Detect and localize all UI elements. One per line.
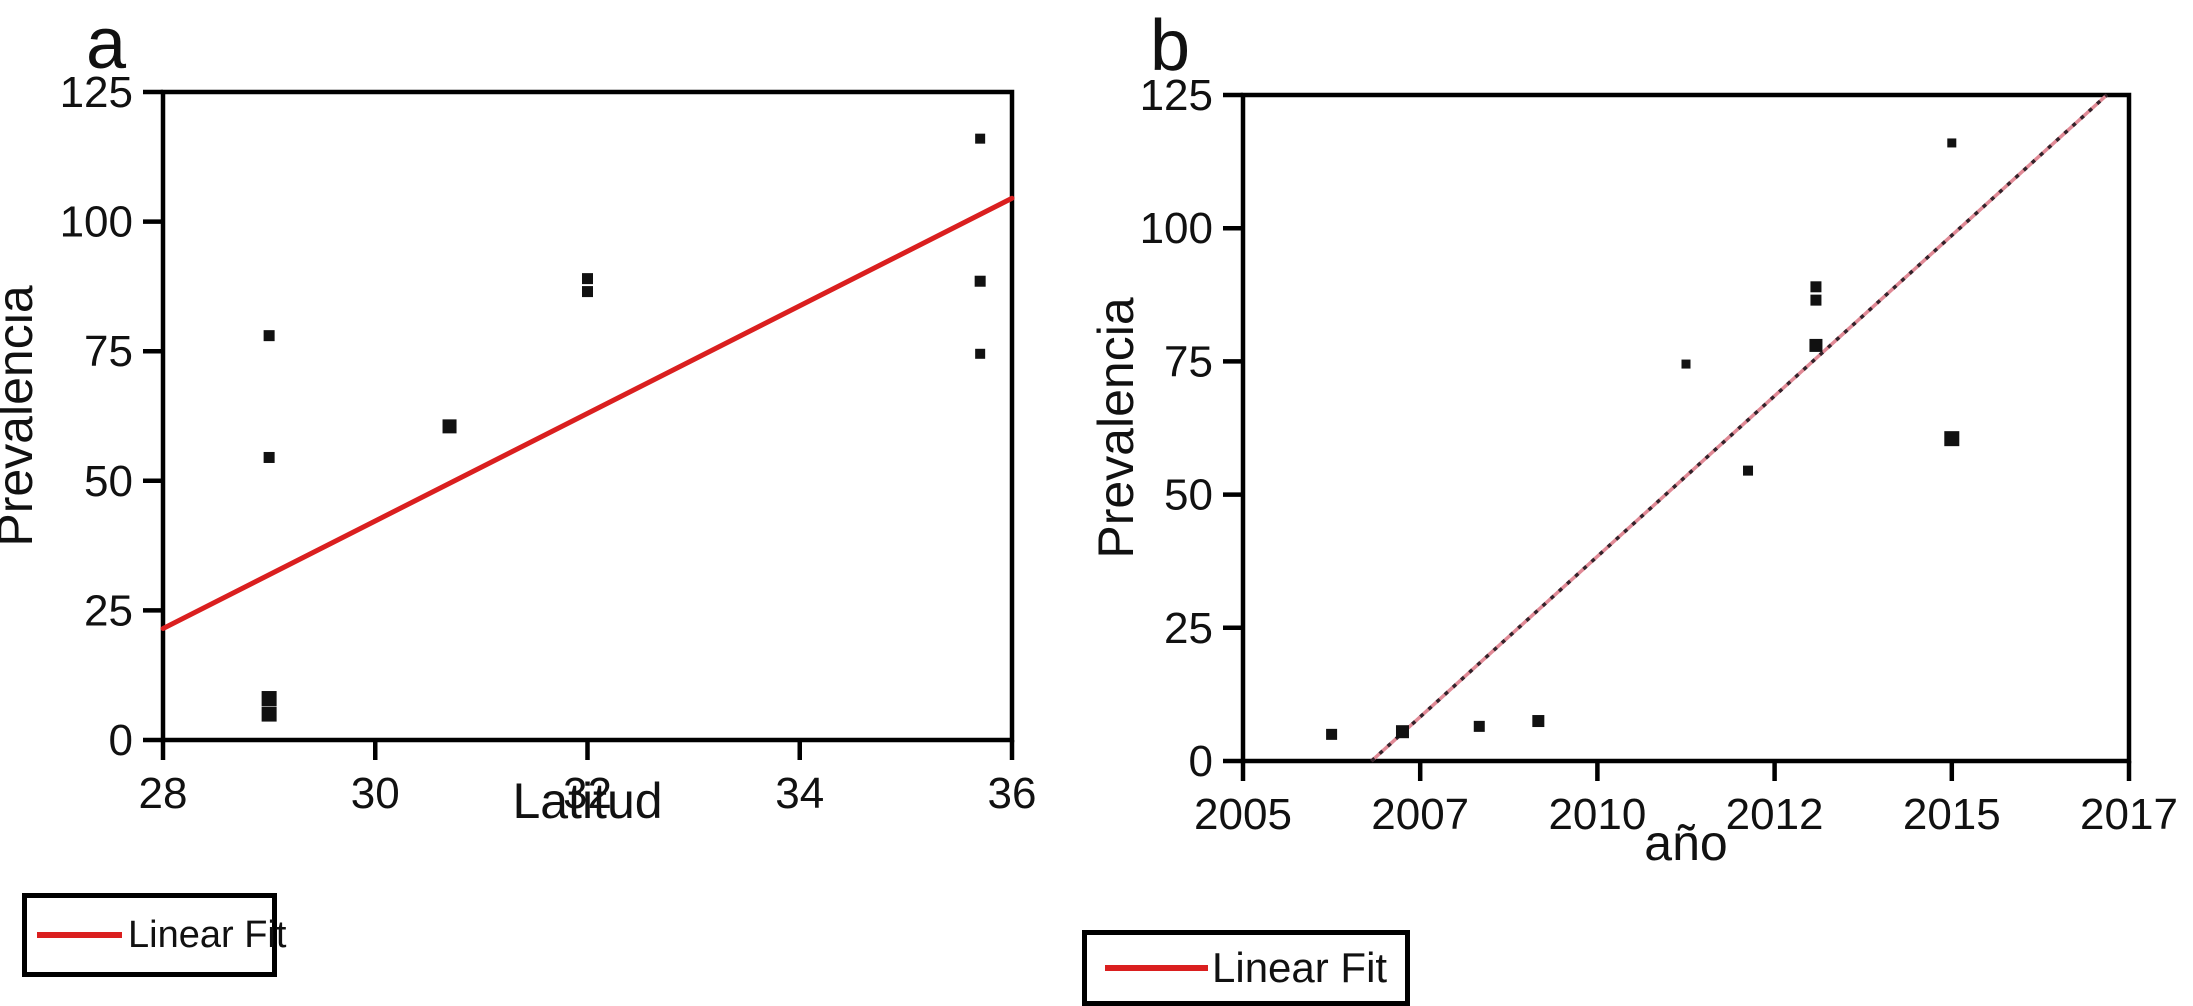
x-tick-label: 2012 <box>1726 790 1824 839</box>
data-point <box>582 286 593 298</box>
x-tick-label: 34 <box>775 769 824 818</box>
data-point <box>261 691 277 707</box>
y-tick-label: 100 <box>1140 204 1213 253</box>
data-point <box>1947 138 1957 148</box>
x-tick-label: 36 <box>988 769 1037 818</box>
data-point <box>974 275 986 287</box>
data-point <box>261 706 277 722</box>
data-point <box>1944 431 1960 447</box>
x-tick-label: 30 <box>351 769 400 818</box>
panel-a-label: a <box>86 4 127 84</box>
x-tick-label: 2005 <box>1194 790 1292 839</box>
linear-fit-line <box>160 195 1015 632</box>
data-point <box>1395 725 1409 739</box>
linear-fit-line <box>1370 93 2109 763</box>
y-axis-title: Prevalencia <box>1093 297 1144 558</box>
y-tick-label: 0 <box>109 716 133 765</box>
data-point <box>975 348 986 359</box>
data-point <box>1326 728 1338 740</box>
panel-b-label: b <box>1150 6 1191 86</box>
y-tick-label: 0 <box>1189 737 1213 786</box>
y-tick-label: 25 <box>1164 604 1213 653</box>
x-tick-label: 2017 <box>2080 790 2178 839</box>
data-point <box>1473 720 1485 732</box>
data-point <box>1681 359 1691 369</box>
data-point <box>1810 281 1822 293</box>
x-tick-label: 32 <box>563 769 612 818</box>
data-point <box>1743 465 1754 476</box>
legend-b: Linear Fit <box>1082 930 1410 1006</box>
legend-b-red-line-sample <box>1105 965 1208 971</box>
legend-a-red-line-sample <box>37 932 122 938</box>
data-point <box>442 419 457 434</box>
y-tick-label: 75 <box>84 327 133 376</box>
y-tick-label: 125 <box>1140 71 1213 120</box>
x-tick-label: 2007 <box>1371 790 1469 839</box>
data-point <box>263 330 275 342</box>
x-tick-label: 28 <box>139 769 188 818</box>
y-tick-label: 125 <box>60 68 133 117</box>
x-tick-label: 2015 <box>1903 790 2001 839</box>
x-tick-label: 2010 <box>1548 790 1646 839</box>
data-point <box>1532 715 1545 728</box>
y-tick-label: 100 <box>60 198 133 247</box>
data-point <box>975 133 986 144</box>
y-tick-label: 50 <box>1164 471 1213 520</box>
data-point <box>1809 338 1823 352</box>
panel-b-frame <box>1240 92 2132 764</box>
legend-a-label: Linear Fit <box>128 913 287 956</box>
legend-b-label: Linear Fit <box>1212 944 1388 991</box>
y-tick-label: 50 <box>84 457 133 506</box>
panel-a-plot: 0 25 50 75 100 125 28 30 32 34 36 Latitud Prevalenci… <box>0 68 1037 829</box>
panel-b-plot: 0 25 50 75 100 125 2005 2007 2010 2012 2015 2017 año… <box>1093 71 2178 871</box>
y-tick-label: 75 <box>1164 337 1213 386</box>
data-point <box>582 273 593 285</box>
x-axis-title: Latitud <box>512 773 662 829</box>
y-tick-label: 25 <box>84 586 133 635</box>
x-axis-title: año <box>1644 815 1727 871</box>
legend-a: Linear Fit <box>22 893 286 977</box>
y-axis-title: Prevalencia <box>0 285 43 546</box>
data-point <box>1810 294 1822 306</box>
data-point <box>263 451 275 463</box>
